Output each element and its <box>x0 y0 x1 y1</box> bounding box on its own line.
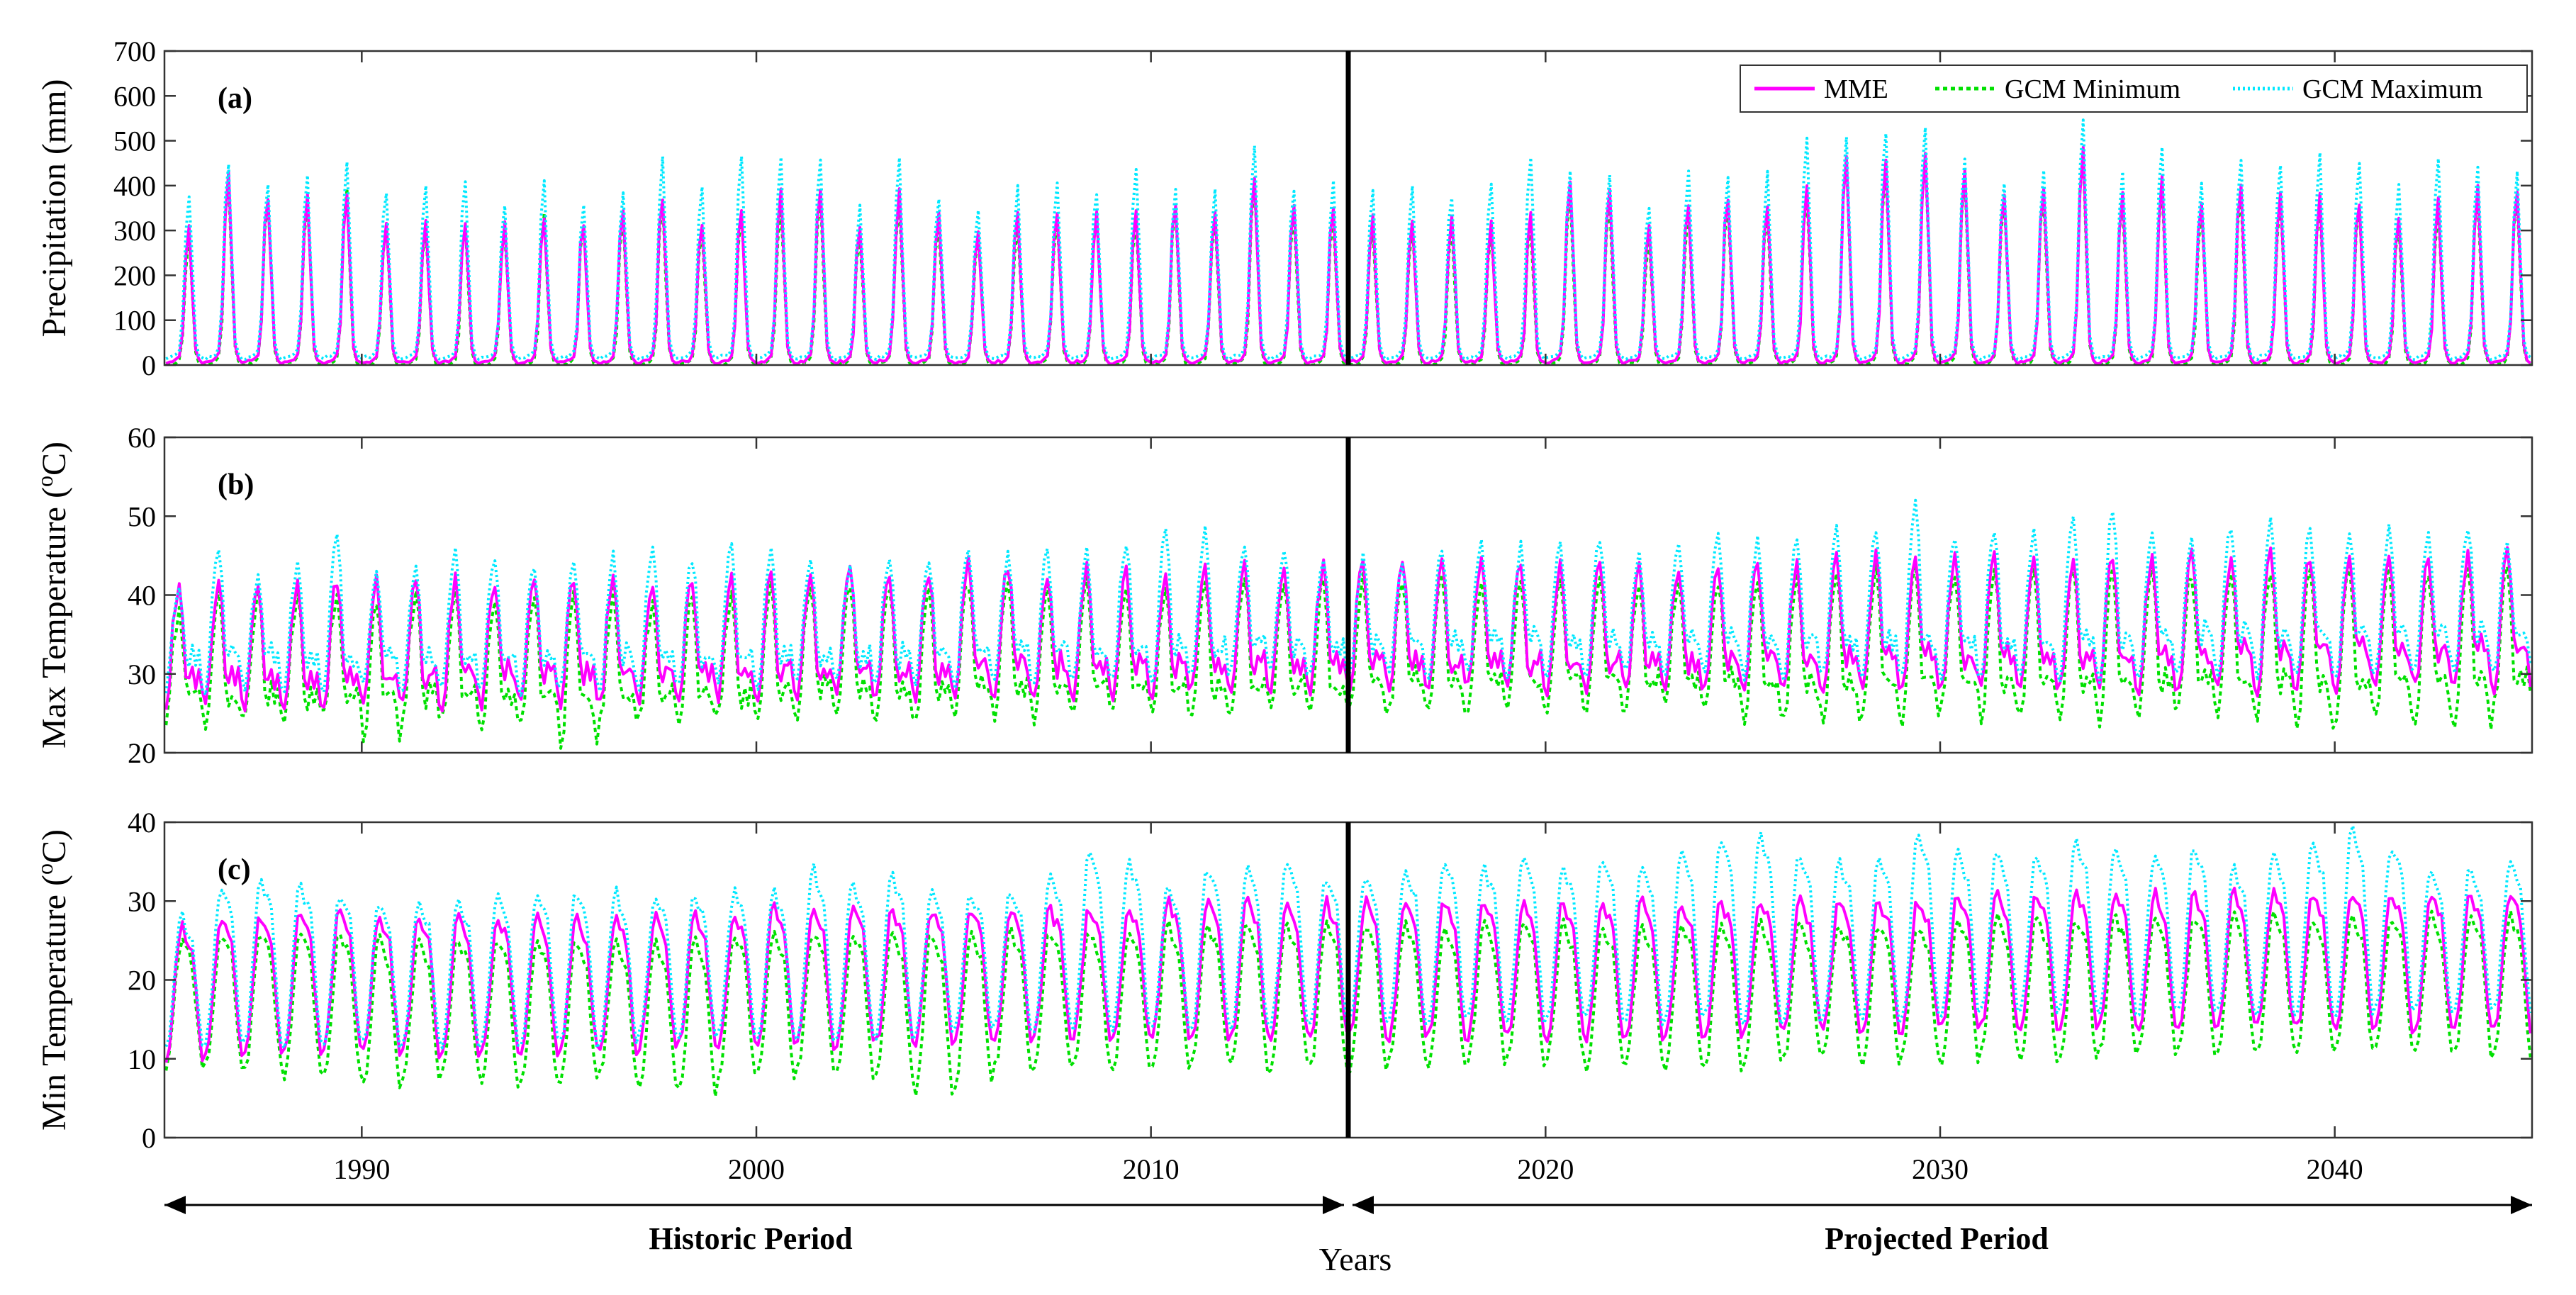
x-tick-label: 2040 <box>2307 1153 2363 1185</box>
legend-label: GCM Minimum <box>2005 74 2180 104</box>
y-axis-title: Max Temperature (oC) <box>32 442 73 749</box>
legend-box <box>1740 65 2528 113</box>
legend-label: GCM Maximum <box>2302 74 2482 104</box>
y-tick-label: 40 <box>128 580 156 612</box>
y-tick-label: 20 <box>128 737 156 769</box>
arrow-head <box>2511 1196 2532 1214</box>
y-tick-label: 30 <box>128 885 156 917</box>
panel-tag: (a) <box>218 82 252 115</box>
y-tick-label: 200 <box>113 259 156 291</box>
y-tick-label: 10 <box>128 1043 156 1075</box>
historic-period-label: Historic Period <box>649 1221 852 1256</box>
series-line-gcm-minimum-panel-3 <box>164 909 2532 1098</box>
y-tick-label: 600 <box>113 80 156 112</box>
x-tick-label: 2030 <box>1912 1153 1969 1185</box>
y-tick-label: 400 <box>113 170 156 202</box>
y-tick-label: 100 <box>113 305 156 337</box>
series-line-gcm-minimum-panel-2 <box>164 561 2532 750</box>
y-axis-title: Precipitation (mm) <box>35 79 73 337</box>
y-tick-label: 40 <box>128 807 156 839</box>
y-tick-label: 50 <box>128 500 156 532</box>
x-tick-label: 2020 <box>1517 1153 1574 1185</box>
y-tick-label: 20 <box>128 965 156 997</box>
legend-label: MME <box>1824 74 1888 104</box>
y-tick-label: 60 <box>128 422 156 454</box>
x-tick-label: 1990 <box>333 1153 390 1185</box>
y-tick-label: 500 <box>113 125 156 157</box>
arrow-head <box>1323 1196 1344 1214</box>
y-tick-label: 0 <box>142 1122 156 1154</box>
arrow-head <box>1353 1196 1374 1214</box>
projected-period-label: Projected Period <box>1825 1221 2049 1256</box>
arrow-head <box>164 1196 186 1214</box>
series-line-gcm-maximum-panel-3 <box>164 824 2532 1050</box>
panel-tag: (c) <box>218 853 251 886</box>
y-axis-title: Min Temperature (oC) <box>32 829 73 1131</box>
x-axis-title: Years <box>1319 1241 1392 1277</box>
y-tick-label: 0 <box>142 349 156 381</box>
panel-tag: (b) <box>218 469 254 501</box>
x-tick-label: 2000 <box>728 1153 785 1185</box>
y-tick-label: 700 <box>113 35 156 67</box>
x-tick-label: 2010 <box>1123 1153 1180 1185</box>
y-tick-label: 30 <box>128 658 156 690</box>
y-tick-label: 300 <box>113 215 156 247</box>
